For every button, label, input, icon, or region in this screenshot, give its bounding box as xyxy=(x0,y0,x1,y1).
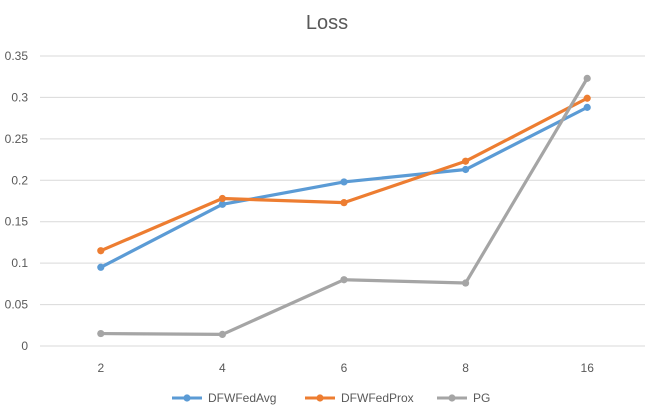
series-line xyxy=(99,105,589,269)
x-tick-label: 16 xyxy=(581,361,595,375)
legend-item: DFWFedProx xyxy=(305,391,414,405)
data-point xyxy=(340,276,348,284)
data-point xyxy=(462,165,470,174)
legend: DFWFedAvg DFWFedProx PG xyxy=(172,391,490,405)
y-axis-ticks: 0 0.05 0.1 0.15 0.2 0.25 0.3 0.35 xyxy=(5,49,29,353)
y-tick-label: 0.35 xyxy=(5,49,29,63)
data-point xyxy=(97,263,105,271)
legend-item: DFWFedAvg xyxy=(172,391,276,405)
data-point xyxy=(462,279,470,287)
legend-swatch-marker xyxy=(316,394,324,402)
y-tick-label: 0.3 xyxy=(11,90,28,104)
y-tick-label: 0.05 xyxy=(5,298,29,312)
legend-label: DFWFedAvg xyxy=(208,391,276,405)
data-point xyxy=(340,178,348,186)
x-tick-label: 6 xyxy=(341,361,348,375)
series-DFWFedProx xyxy=(97,94,591,255)
y-tick-label: 0.1 xyxy=(11,256,28,270)
x-tick-label: 8 xyxy=(462,361,469,375)
data-point xyxy=(462,157,470,165)
y-tick-label: 0.25 xyxy=(5,132,29,146)
series-line xyxy=(99,76,589,336)
series-DFWFedAvg xyxy=(97,103,591,271)
x-tick-label: 4 xyxy=(219,361,226,375)
legend-label: PG xyxy=(473,391,490,405)
data-point xyxy=(218,330,226,338)
x-axis-ticks: 2 4 6 8 16 xyxy=(97,361,594,375)
x-tick-label: 2 xyxy=(97,361,104,375)
series-PG xyxy=(97,74,591,338)
legend-swatch-marker xyxy=(183,394,191,402)
y-tick-label: 0.2 xyxy=(11,173,28,187)
series-lines xyxy=(97,74,591,338)
y-tick-label: 0 xyxy=(21,339,28,353)
y-tick-label: 0.15 xyxy=(5,215,29,229)
data-point xyxy=(583,74,591,82)
legend-swatch-marker xyxy=(448,394,456,402)
data-point xyxy=(583,94,591,102)
legend-label: DFWFedProx xyxy=(341,391,414,405)
data-point xyxy=(218,200,226,208)
data-point xyxy=(97,329,105,338)
data-point xyxy=(583,103,591,111)
legend-item: PG xyxy=(437,391,490,405)
chart-title: Loss xyxy=(306,12,348,34)
data-point xyxy=(340,199,348,207)
data-point xyxy=(218,194,226,203)
data-point xyxy=(97,247,105,255)
